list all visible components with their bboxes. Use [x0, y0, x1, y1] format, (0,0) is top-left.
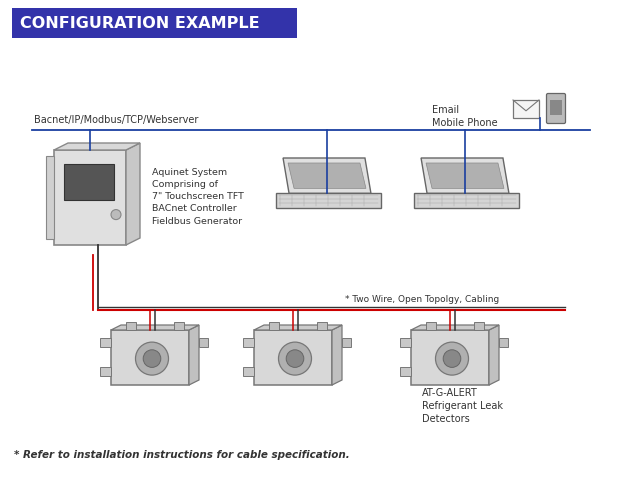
FancyBboxPatch shape	[64, 164, 114, 200]
FancyBboxPatch shape	[400, 338, 411, 347]
Text: * Refer to installation instructions for cable specification.: * Refer to installation instructions for…	[14, 450, 350, 460]
Polygon shape	[332, 325, 342, 385]
Text: * Two Wire, Open Topolgy, Cabling: * Two Wire, Open Topolgy, Cabling	[345, 295, 499, 304]
FancyBboxPatch shape	[276, 193, 381, 208]
Circle shape	[279, 342, 311, 375]
FancyBboxPatch shape	[400, 367, 411, 376]
FancyBboxPatch shape	[46, 156, 54, 239]
Circle shape	[436, 342, 468, 375]
FancyBboxPatch shape	[111, 330, 189, 385]
Text: Aquinet System
Comprising of
7" Touchscreen TFT
BACnet Controller
Fieldbus Gener: Aquinet System Comprising of 7" Touchscr…	[152, 168, 244, 226]
Polygon shape	[426, 163, 504, 188]
Polygon shape	[189, 325, 199, 385]
FancyBboxPatch shape	[550, 100, 562, 115]
Polygon shape	[489, 325, 499, 385]
Polygon shape	[254, 325, 342, 330]
FancyBboxPatch shape	[342, 338, 351, 347]
Text: Email
Mobile Phone: Email Mobile Phone	[432, 105, 497, 128]
Polygon shape	[411, 325, 499, 330]
Text: Bacnet/IP/Modbus/TCP/Webserver: Bacnet/IP/Modbus/TCP/Webserver	[34, 115, 198, 125]
Circle shape	[143, 350, 161, 368]
FancyBboxPatch shape	[546, 94, 565, 124]
FancyBboxPatch shape	[54, 150, 126, 245]
FancyBboxPatch shape	[254, 330, 332, 385]
FancyBboxPatch shape	[474, 322, 484, 330]
FancyBboxPatch shape	[513, 100, 539, 118]
Text: AT-G-ALERT
Refrigerant Leak
Detectors: AT-G-ALERT Refrigerant Leak Detectors	[422, 388, 503, 425]
FancyBboxPatch shape	[426, 322, 436, 330]
Polygon shape	[421, 158, 509, 193]
Circle shape	[111, 210, 121, 220]
Polygon shape	[54, 143, 140, 150]
Circle shape	[135, 342, 169, 375]
FancyBboxPatch shape	[100, 367, 111, 376]
FancyBboxPatch shape	[12, 8, 297, 38]
FancyBboxPatch shape	[413, 193, 519, 208]
Polygon shape	[283, 158, 371, 193]
Polygon shape	[288, 163, 366, 188]
Polygon shape	[111, 325, 199, 330]
FancyBboxPatch shape	[499, 338, 508, 347]
FancyBboxPatch shape	[269, 322, 279, 330]
Polygon shape	[126, 143, 140, 245]
Circle shape	[286, 350, 304, 368]
FancyBboxPatch shape	[317, 322, 327, 330]
FancyBboxPatch shape	[126, 322, 136, 330]
FancyBboxPatch shape	[411, 330, 489, 385]
FancyBboxPatch shape	[174, 322, 184, 330]
FancyBboxPatch shape	[243, 367, 254, 376]
FancyBboxPatch shape	[199, 338, 208, 347]
FancyBboxPatch shape	[100, 338, 111, 347]
Text: CONFIGURATION EXAMPLE: CONFIGURATION EXAMPLE	[20, 15, 260, 30]
FancyBboxPatch shape	[243, 338, 254, 347]
Circle shape	[443, 350, 461, 368]
